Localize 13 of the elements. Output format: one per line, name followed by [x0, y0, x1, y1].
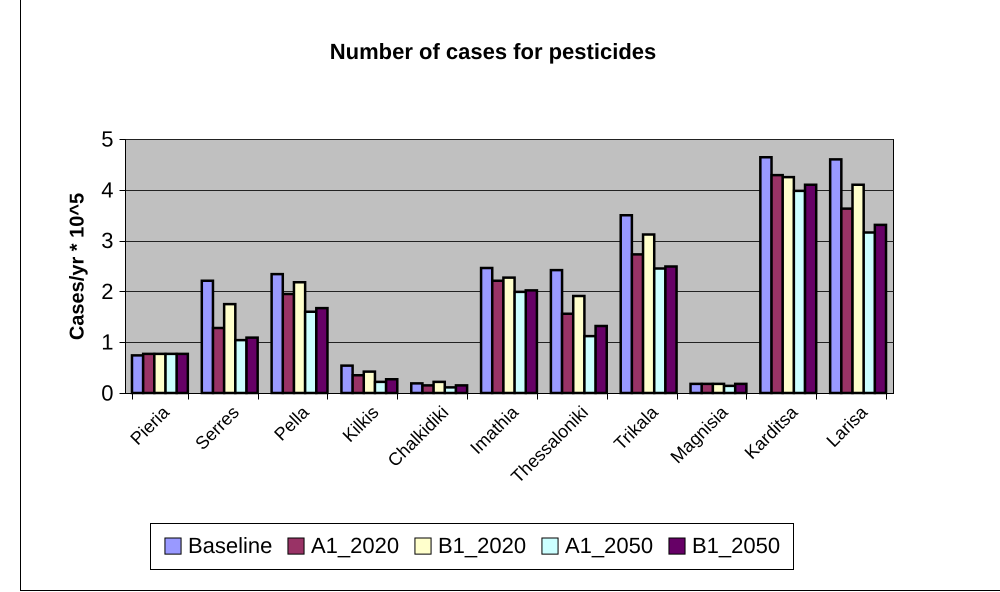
- y-tick-label: 5: [101, 126, 114, 152]
- y-tick-label: 0: [101, 380, 114, 406]
- y-tick-label: 2: [101, 278, 114, 304]
- legend-label: Baseline: [188, 533, 272, 558]
- y-tick-label: 1: [101, 330, 114, 355]
- y-tick-label: 4: [101, 177, 114, 202]
- chart-title: Number of cases for pesticides: [330, 39, 656, 64]
- legend-label: B1_2050: [692, 533, 780, 558]
- y-tick-label: 3: [101, 228, 114, 254]
- legend-label: A1_2050: [565, 533, 654, 558]
- legend-label: A1_2020: [311, 533, 400, 558]
- y-axis-title: Cases/yr * 10^5: [66, 192, 88, 340]
- legend-label: B1_2020: [438, 533, 526, 558]
